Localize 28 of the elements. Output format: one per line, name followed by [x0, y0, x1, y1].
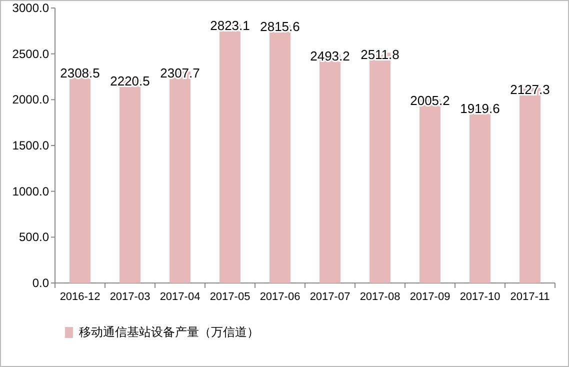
x-tick-label: 2017-04	[160, 291, 200, 303]
y-tick-label: 1500.0	[12, 138, 50, 152]
data-label: 2511.8	[360, 46, 400, 62]
x-tick-label: 2016-12	[60, 291, 100, 303]
y-tick-label: 500.0	[18, 230, 50, 244]
data-label: 2005.2	[410, 93, 450, 108]
y-tick-label: 3000.0	[12, 1, 50, 15]
x-tick-label: 2017-06	[260, 291, 300, 303]
data-label: 2127.3	[510, 82, 550, 97]
x-tick-label: 2017-05	[210, 291, 250, 303]
data-label: 2307.7	[160, 65, 200, 80]
data-label: 1919.6	[460, 101, 500, 116]
data-label: 2493.2	[310, 48, 350, 64]
x-tick-label: 2017-09	[410, 291, 450, 303]
data-label: 2815.6	[260, 18, 300, 34]
x-tick-label: 2017-11	[510, 291, 550, 303]
y-tick-label: 2500.0	[12, 46, 50, 61]
y-tick-label: 1000.0	[12, 184, 50, 198]
y-tick-label: 2000.0	[12, 92, 50, 107]
x-tick-label: 2017-10	[460, 291, 500, 303]
x-tick-label: 2017-03	[110, 291, 150, 303]
data-label: 2220.5	[110, 73, 150, 88]
y-tick-label: 0.0	[32, 276, 50, 290]
x-tick-label: 2017-07	[310, 291, 350, 303]
legend-label: 移动通信基站设备产量（万信道）	[79, 325, 259, 339]
data-label: 2823.1	[210, 18, 250, 34]
data-label: 2308.5	[60, 65, 100, 80]
x-tick-label: 2017-08	[360, 291, 400, 303]
